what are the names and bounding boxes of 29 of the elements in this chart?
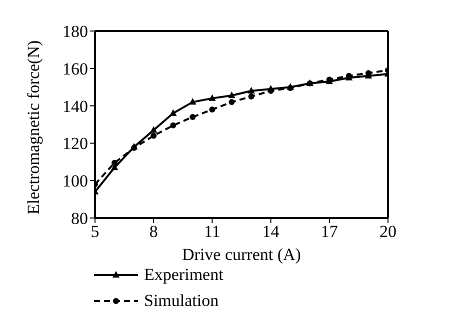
legend-label: Experiment [144, 265, 224, 284]
point [170, 122, 176, 128]
y-tick-label: 140 [62, 96, 88, 116]
point [170, 109, 177, 116]
x-tick-label: 20 [380, 222, 396, 242]
point [189, 98, 196, 105]
x-tick-label: 11 [204, 222, 220, 242]
x-axis-title: Drive current (A) [182, 245, 301, 264]
y-tick-label: 100 [62, 172, 88, 191]
point [228, 92, 236, 98]
y-tick-label: 180 [62, 22, 88, 42]
point [208, 94, 216, 101]
y-axis-title: Electromagnetic force(N) [24, 40, 44, 214]
x-tick-label: 14 [262, 222, 280, 242]
legend-label: Simulation [144, 290, 219, 312]
point [150, 126, 158, 133]
point [228, 99, 235, 106]
point [248, 93, 254, 100]
x-tick-label: 17 [320, 222, 338, 242]
point [150, 132, 157, 139]
point [248, 86, 255, 94]
x-tick-label: 5 [90, 222, 100, 242]
x-tick-label: 8 [149, 222, 158, 242]
y-tick-label: 160 [62, 59, 88, 78]
y-tick-label: 80 [71, 209, 88, 228]
point [209, 106, 216, 113]
point [190, 114, 196, 120]
point [112, 160, 118, 166]
y-tick-label: 120 [62, 134, 88, 154]
